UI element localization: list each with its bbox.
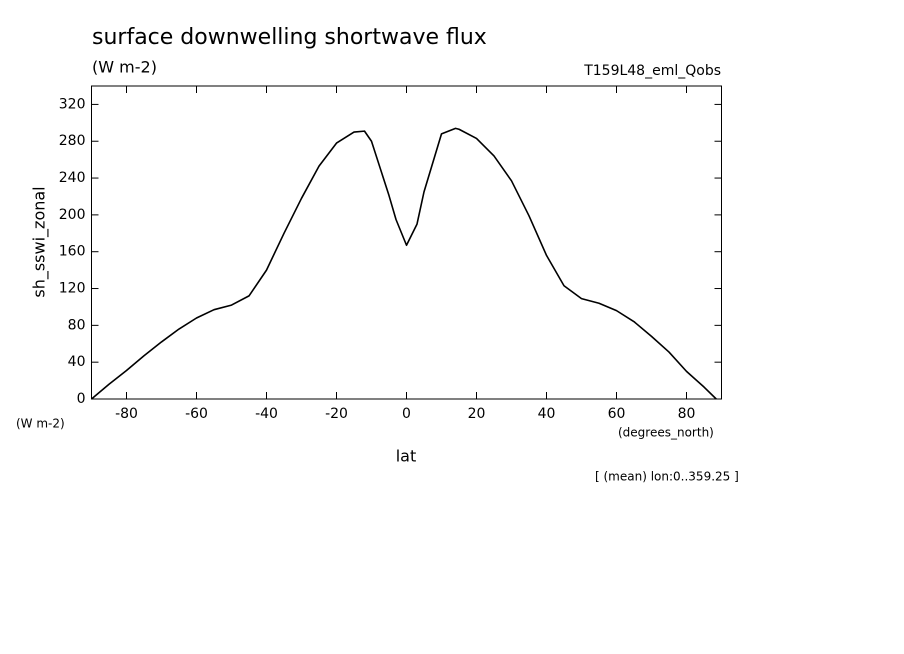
x-axis-label: lat [396, 447, 417, 466]
y-tick-label: 120 [59, 281, 86, 297]
y-units: (W m-2) [16, 417, 65, 431]
y-axis-label: sh_sswi_zonal [30, 186, 50, 297]
units: (W m-2) [92, 58, 157, 77]
x-tick-label: 20 [468, 406, 486, 422]
y-tick-label: 240 [59, 170, 86, 186]
y-tick-label: 80 [68, 317, 86, 333]
y-tick-label: 280 [59, 133, 86, 149]
dataset: T159L48_eml_Qobs [583, 63, 721, 79]
x-units: (degrees_north) [618, 426, 714, 440]
y-tick-label: 320 [59, 96, 86, 112]
y-tick-label: 160 [59, 244, 86, 260]
y-tick-label: 0 [77, 391, 86, 407]
x-tick-label: 40 [538, 406, 556, 422]
x-tick-label: -60 [185, 406, 208, 422]
x-tick-label: 80 [678, 406, 696, 422]
x-tick-label: -40 [255, 406, 278, 422]
y-tick-label: 40 [68, 354, 86, 370]
plot-frame [91, 85, 722, 400]
data-line [90, 127, 717, 400]
x-tick-label: -20 [325, 406, 348, 422]
x-tick-label: 60 [608, 406, 626, 422]
chart-title: surface downwelling shortwave flux [92, 25, 487, 50]
note: [ (mean) lon:0..359.25 ] [595, 470, 739, 484]
x-tick-label: 0 [402, 406, 411, 422]
x-tick-label: -80 [115, 406, 138, 422]
y-tick-label: 200 [59, 207, 86, 223]
